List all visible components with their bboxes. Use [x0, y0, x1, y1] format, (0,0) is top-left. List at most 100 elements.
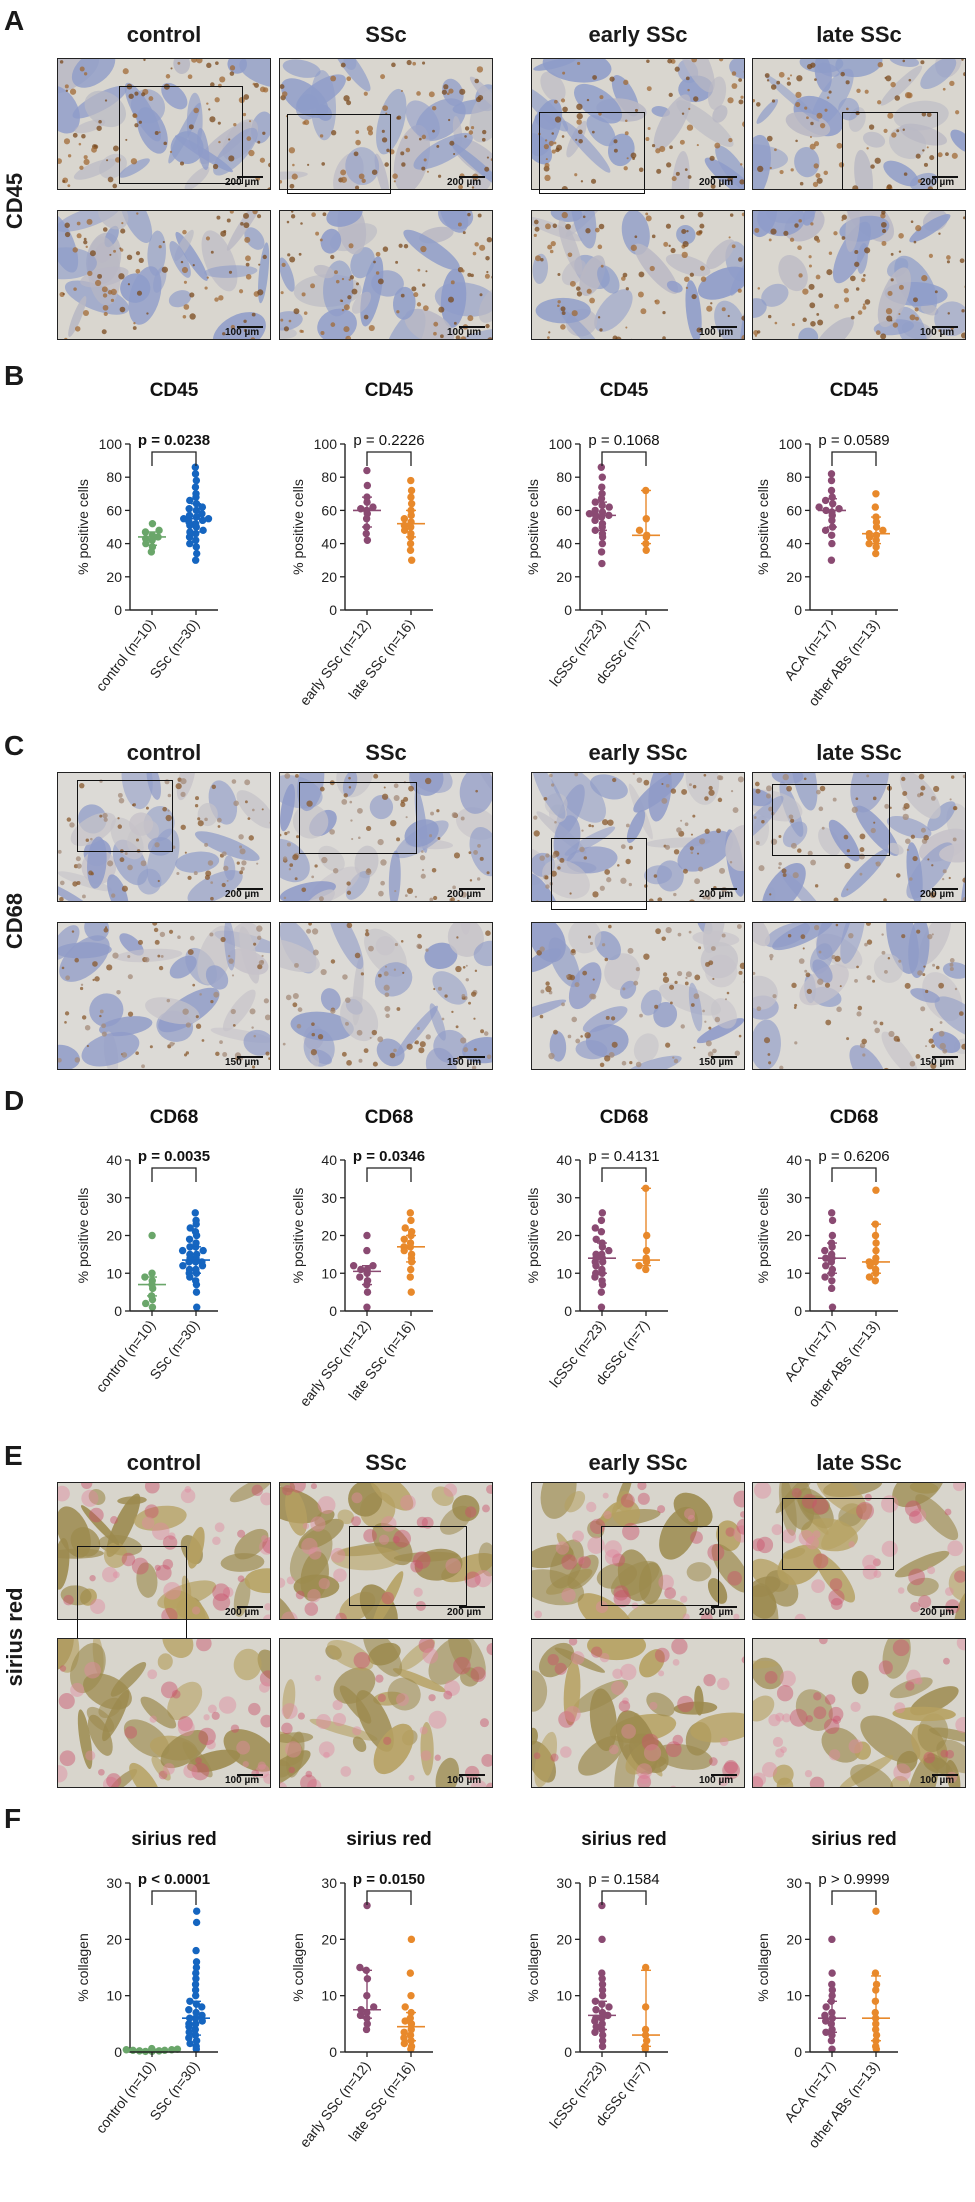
data-point [148, 519, 157, 528]
y-tick-label: 0 [564, 1303, 572, 1319]
y-tick-label: 0 [329, 1303, 337, 1319]
data-point [407, 1288, 415, 1296]
data-point [407, 556, 416, 564]
scale-bar [932, 1606, 958, 1608]
data-point [828, 1216, 837, 1225]
significance-bracket [151, 451, 197, 466]
scale-bar [932, 1056, 958, 1058]
y-tick-label: 0 [114, 2044, 122, 2060]
y-tick-label: 0 [564, 2044, 572, 2060]
chart-title: sirius red [346, 1829, 432, 1850]
data-point [362, 529, 370, 538]
scale-label: 100 µm [225, 1775, 260, 1786]
data-point [815, 503, 823, 511]
data-point [141, 534, 150, 543]
zoom-region-box [551, 838, 647, 910]
data-point [871, 1277, 879, 1285]
scale-label: 200 µm [699, 1607, 734, 1618]
data-point [407, 500, 416, 508]
data-point [199, 1246, 207, 1255]
data-point [598, 1975, 606, 1983]
y-tick-label: 20 [786, 1228, 802, 1244]
scale-label: 150 µm [699, 1057, 734, 1068]
data-point [406, 2014, 414, 2022]
zoom-region-box [287, 114, 391, 194]
data-point [400, 2039, 409, 2048]
data-point [871, 503, 880, 511]
data-point [400, 515, 409, 523]
data-point [198, 2017, 206, 2025]
scatter-chart: CD45 0 20 40 60 80 100 % positive cells control … [75, 380, 218, 694]
panel-letter-B: B [4, 360, 25, 391]
data-point [185, 511, 194, 520]
column-title: control [126, 740, 202, 765]
data-point [401, 2003, 409, 2011]
scale-bar [459, 326, 485, 328]
scale-bar [459, 176, 485, 178]
y-tick-label: 20 [106, 1931, 122, 1947]
data-point [871, 2008, 879, 2017]
y-tick-label: 0 [329, 602, 337, 618]
y-axis-label: % positive cells [75, 1188, 91, 1284]
data-point [185, 1235, 194, 1243]
data-point [363, 1303, 371, 1311]
y-tick-label: 40 [556, 536, 572, 552]
data-point [148, 1303, 157, 1311]
micrograph-zoom [279, 922, 493, 1070]
y-axis-label: % positive cells [290, 479, 306, 575]
data-point [185, 1265, 194, 1274]
y-tick-label: 10 [321, 1265, 337, 1281]
y-tick-label: 30 [106, 1875, 122, 1891]
data-point [872, 1907, 880, 1915]
y-tick-label: 30 [786, 1190, 802, 1206]
scale-label: 100 µm [920, 1775, 955, 1786]
data-point [186, 528, 194, 536]
chart-title: CD68 [600, 1107, 649, 1128]
data-point [185, 518, 193, 526]
scale-bar [711, 1056, 737, 1058]
data-point [363, 2020, 371, 2028]
data-point [406, 1209, 415, 1217]
x-tick-label: control (n=10) [92, 616, 158, 694]
scale-label: 150 µm [447, 1057, 482, 1068]
data-point [192, 2037, 201, 2045]
data-point [191, 470, 200, 478]
y-tick-label: 10 [556, 1988, 572, 2004]
micrograph-zoom [279, 210, 493, 340]
scale-label: 200 µm [447, 889, 482, 900]
y-tick-label: 80 [556, 469, 572, 485]
data-point [186, 1224, 194, 1232]
scale-bar [237, 1606, 263, 1608]
data-point [822, 1262, 830, 1270]
scale-bar [459, 1056, 485, 1058]
y-tick-label: 60 [106, 502, 122, 518]
scale-bar [237, 176, 263, 178]
significance-bracket [366, 1167, 412, 1182]
y-tick-label: 20 [786, 569, 802, 585]
data-point [193, 1303, 201, 1311]
y-tick-label: 20 [321, 569, 337, 585]
micrograph-zoom [57, 210, 271, 340]
panel-letter-D: D [4, 1085, 25, 1116]
micrograph-zoom [752, 922, 966, 1070]
p-value: p = 0.0238 [138, 432, 210, 449]
p-value: p = 0.1584 [588, 1871, 659, 1888]
y-tick-label: 10 [786, 1988, 802, 2004]
y-tick-label: 40 [106, 1152, 122, 1168]
data-point [821, 496, 830, 505]
data-point [406, 546, 415, 554]
data-point [192, 536, 200, 544]
y-axis-label: % positive cells [290, 1188, 306, 1284]
y-tick-label: 30 [321, 1875, 337, 1891]
data-point [828, 1935, 836, 1944]
scale-bar [932, 176, 958, 178]
y-tick-label: 80 [321, 469, 337, 485]
micrograph-overview [57, 58, 271, 190]
y-tick-label: 0 [114, 1303, 122, 1319]
data-point [828, 1303, 837, 1311]
data-point [828, 1991, 836, 2000]
data-point [192, 1975, 200, 1983]
data-point [186, 496, 194, 505]
